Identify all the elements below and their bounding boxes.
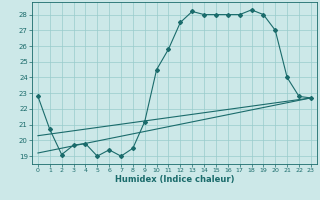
X-axis label: Humidex (Indice chaleur): Humidex (Indice chaleur) bbox=[115, 175, 234, 184]
